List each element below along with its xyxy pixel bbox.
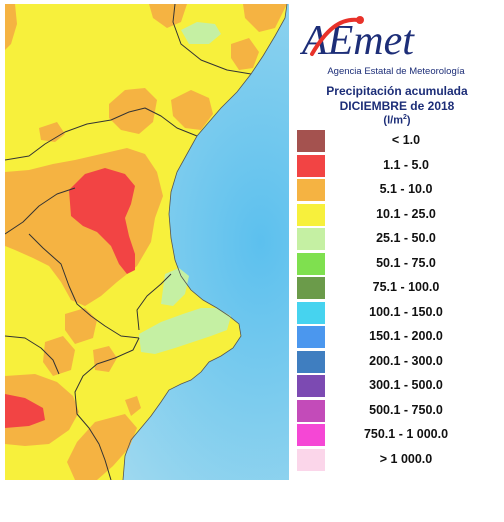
legend-row: 25.1 - 50.0 bbox=[297, 228, 497, 250]
legend-label: 750.1 - 1 000.0 bbox=[363, 427, 449, 441]
legend-row: 750.1 - 1 000.0 bbox=[297, 424, 497, 446]
legend-swatch bbox=[297, 301, 325, 324]
legend-row: 500.1 - 750.0 bbox=[297, 399, 497, 422]
legend-row: 10.1 - 25.0 bbox=[297, 203, 497, 226]
legend-row: 75.1 - 100.0 bbox=[297, 277, 497, 299]
legend-label: 50.1 - 75.0 bbox=[376, 255, 436, 270]
legend-row: < 1.0 bbox=[297, 130, 497, 152]
legend-swatch bbox=[297, 179, 325, 201]
legend-period: DICIEMBRE de 2018 bbox=[339, 99, 455, 113]
legend-swatch bbox=[297, 203, 325, 226]
province-borders bbox=[5, 4, 252, 480]
legend-label: 5.1 - 10.0 bbox=[379, 182, 433, 196]
legend-label: 75.1 - 100.0 bbox=[372, 280, 440, 294]
legend-swatch bbox=[297, 252, 325, 275]
legend-swatch bbox=[297, 154, 325, 177]
agency-name: Agencia Estatal de Meteorología bbox=[327, 66, 465, 77]
precipitation-map bbox=[5, 4, 289, 480]
legend-label: 150.1 - 200.0 bbox=[369, 329, 443, 343]
legend-label: 10.1 - 25.0 bbox=[376, 206, 436, 221]
legend-label: < 1.0 bbox=[391, 133, 421, 147]
legend-unit: (l/m2) bbox=[383, 114, 411, 127]
legend-swatch bbox=[297, 228, 325, 250]
legend-label: 25.1 - 50.0 bbox=[376, 231, 436, 245]
legend-label: 100.1 - 150.0 bbox=[369, 304, 443, 319]
legend-label: > 1 000.0 bbox=[379, 451, 433, 466]
legend-row: > 1 000.0 bbox=[297, 448, 497, 471]
legend-swatch bbox=[297, 399, 325, 422]
legend-label: 300.1 - 500.0 bbox=[369, 378, 443, 392]
legend-swatch bbox=[297, 424, 325, 446]
legend-title: Precipitación acumulada bbox=[326, 84, 468, 98]
legend-swatch bbox=[297, 277, 325, 299]
legend-row: 50.1 - 75.0 bbox=[297, 252, 497, 275]
legend-row: 300.1 - 500.0 bbox=[297, 375, 497, 397]
legend-label: 1.1 - 5.0 bbox=[383, 157, 429, 172]
legend-label: 500.1 - 750.0 bbox=[369, 402, 443, 417]
legend-row: 5.1 - 10.0 bbox=[297, 179, 497, 201]
legend-swatch bbox=[297, 130, 325, 152]
legend-swatch bbox=[297, 350, 325, 373]
legend-row: 100.1 - 150.0 bbox=[297, 301, 497, 324]
legend-row: 1.1 - 5.0 bbox=[297, 154, 497, 177]
red-regions bbox=[5, 168, 135, 428]
legend-swatch bbox=[297, 326, 325, 348]
legend-swatch bbox=[297, 448, 325, 471]
legend-row: 200.1 - 300.0 bbox=[297, 350, 497, 373]
coastline bbox=[122, 4, 288, 480]
logo-letters: AEmet bbox=[300, 18, 415, 64]
aemet-logo: AEmet bbox=[300, 16, 415, 64]
legend-swatch bbox=[297, 375, 325, 397]
legend-label: 200.1 - 300.0 bbox=[369, 353, 443, 368]
legend-row: 150.1 - 200.0 bbox=[297, 326, 497, 348]
